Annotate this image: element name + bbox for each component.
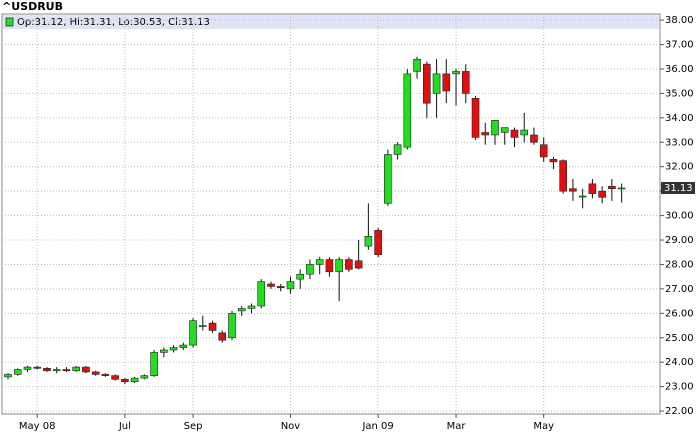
candle-body <box>179 344 188 348</box>
candle-body <box>72 366 80 372</box>
candle-body <box>423 63 431 104</box>
legend-text: Op:31.12, Hi:31.31, Lo:30.53, Cl:31.13 <box>17 17 210 28</box>
candle-body <box>199 325 207 327</box>
candle-body <box>452 71 460 75</box>
candle-body <box>296 273 305 280</box>
candle-body <box>510 129 519 138</box>
x-tick-label: Mar <box>447 421 467 432</box>
y-tick-label: 33.00 <box>665 137 694 148</box>
candle-body <box>461 71 470 94</box>
candle-body <box>160 349 168 353</box>
x-tick-label: Jan 09 <box>361 421 393 432</box>
candle-body <box>130 377 139 383</box>
candle-body <box>588 183 597 194</box>
legend-bar <box>3 15 659 29</box>
candle-body <box>384 154 392 204</box>
candle-body <box>267 283 275 287</box>
y-tick-label: 36.00 <box>665 64 694 75</box>
y-tick-label: 34.00 <box>665 113 694 124</box>
x-tick-label: Sep <box>184 421 203 432</box>
candle-body <box>491 119 499 136</box>
candle-body <box>432 73 441 94</box>
y-tick-label: 23.00 <box>665 382 694 393</box>
candle-body <box>549 159 558 163</box>
y-tick-label: 29.00 <box>665 235 694 246</box>
candle-body <box>578 195 587 198</box>
candle-body <box>306 264 314 275</box>
candle-body <box>169 347 178 351</box>
candle-body <box>218 332 227 341</box>
y-tick-label: 25.00 <box>665 333 694 344</box>
candle-body <box>150 352 158 376</box>
candle-body <box>559 160 567 192</box>
candle-body <box>530 134 538 143</box>
candle-body <box>325 259 334 273</box>
plot-frame <box>1 13 661 415</box>
candle-body <box>257 281 266 307</box>
x-tick-label: May 08 <box>19 421 56 432</box>
candle-body <box>91 371 100 375</box>
y-tick-label: 38.00 <box>665 15 694 26</box>
candle-body <box>228 313 236 339</box>
candle-body <box>608 185 616 190</box>
candle-body <box>286 281 295 290</box>
candle-body <box>617 187 626 190</box>
chart-title: ^USDRUB <box>2 0 63 13</box>
candle-body <box>403 73 412 148</box>
candle-body <box>500 127 509 133</box>
candle-body <box>481 132 490 136</box>
y-tick-label: 24.00 <box>665 357 694 368</box>
candle-body <box>140 375 149 379</box>
candle-body <box>237 308 246 312</box>
candle-body <box>364 236 373 247</box>
y-tick-label: 27.00 <box>665 284 694 295</box>
y-tick-label: 32.00 <box>665 162 694 173</box>
candle-body <box>62 369 71 372</box>
candle-body <box>247 305 256 309</box>
y-tick-label: 28.00 <box>665 259 694 270</box>
candle-body <box>121 379 129 383</box>
candle-body <box>598 190 606 198</box>
candle-body <box>101 374 110 376</box>
candle-body <box>354 260 363 269</box>
candle-body <box>111 375 119 380</box>
candle-body <box>4 374 12 378</box>
candle-body <box>335 259 343 273</box>
x-tick-label: May <box>533 421 554 432</box>
last-value-label: 31.13 <box>664 183 693 194</box>
candle-body <box>569 188 577 192</box>
y-tick-label: 37.00 <box>665 40 694 51</box>
candle-body <box>471 98 480 138</box>
candle-body <box>189 320 197 346</box>
candle-body <box>393 144 402 155</box>
candle-body <box>13 369 22 375</box>
x-tick-label: Nov <box>281 421 301 432</box>
candle-body <box>539 144 548 158</box>
candle-body <box>43 368 51 372</box>
candle-body <box>52 369 61 372</box>
x-tick-label: Jul <box>118 421 131 432</box>
y-tick-label: 26.00 <box>665 308 694 319</box>
candle-body <box>276 286 285 288</box>
candle-body <box>520 129 529 136</box>
candle-body <box>374 229 382 255</box>
y-tick-label: 30.00 <box>665 211 694 222</box>
candle-body <box>208 322 217 331</box>
candle-body <box>33 366 42 369</box>
candle-body <box>442 73 451 92</box>
y-tick-label: 22.00 <box>665 406 694 417</box>
last-value-box <box>661 181 695 194</box>
y-tick-label: 35.00 <box>665 88 694 99</box>
candle-body <box>315 259 324 265</box>
legend-swatch <box>5 17 14 27</box>
candle-body <box>82 366 90 373</box>
candle-body <box>23 366 32 370</box>
candle-body <box>413 58 421 72</box>
candle-body <box>345 259 353 270</box>
